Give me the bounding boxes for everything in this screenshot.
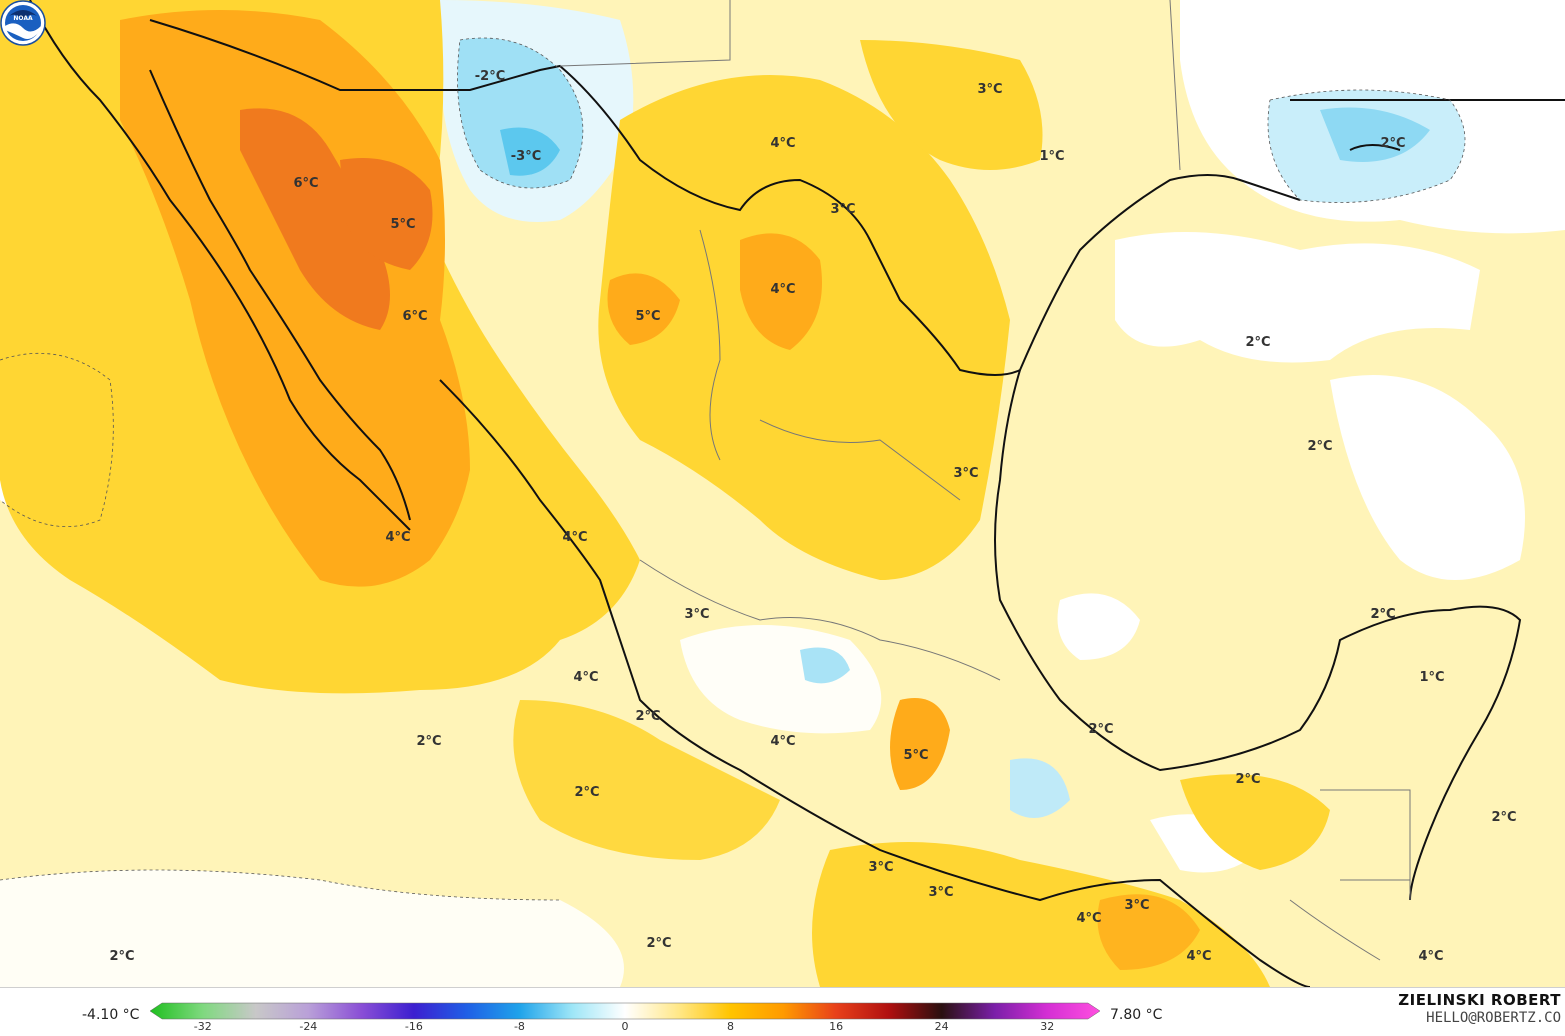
temperature-label: -3°C bbox=[511, 149, 541, 164]
colorbar-tick-label: 32 bbox=[1040, 1020, 1055, 1033]
colorbar-tick-label: 0 bbox=[621, 1020, 629, 1033]
colorbar bbox=[150, 1002, 1100, 1020]
temperature-label: 4°C bbox=[562, 530, 587, 545]
temperature-label: 2°C bbox=[109, 949, 134, 964]
temperature-label: 6°C bbox=[293, 176, 318, 191]
temperature-label: 3°C bbox=[1124, 898, 1149, 913]
temperature-label: 3°C bbox=[953, 466, 978, 481]
temperature-label: 2°C bbox=[1370, 607, 1395, 622]
temperature-anomaly-map: -2°C -3°C 6°C 5°C 6°C 5°C 4°C 4°C 4°C 3°C 3°C 1°C 2°… bbox=[0, 0, 1565, 987]
temperature-label: 2°C bbox=[1307, 439, 1332, 454]
colorbar-max-label: 7.80 °C bbox=[1110, 1007, 1163, 1023]
temperature-label: 4°C bbox=[1076, 911, 1101, 926]
temperature-label: 5°C bbox=[390, 217, 415, 232]
temperature-label: 4°C bbox=[770, 136, 795, 151]
colorbar-min-label: -4.10 °C bbox=[82, 1007, 140, 1023]
noaa-logo-text: NOAA bbox=[13, 15, 33, 22]
strong-positive-anomaly-areas bbox=[120, 10, 1200, 970]
temperature-label: 2°C bbox=[1370, 607, 1395, 622]
map-canvas: -2°C -3°C 6°C 5°C 6°C 5°C 4°C 4°C 4°C 3°C 3°C 1°C 2°… bbox=[0, 0, 1565, 987]
colorbar-footer: -4.10 °C -32 -24 -16 -8 0 8 16 24 32 7.80 °C ZIE… bbox=[0, 987, 1565, 1036]
temperature-label: 2°C bbox=[416, 734, 441, 749]
colorbar-tick-label: -32 bbox=[193, 1020, 212, 1033]
temperature-label: 1°C bbox=[1039, 149, 1064, 164]
contour-lines bbox=[0, 37, 1466, 901]
noaa-logo-icon: NOAA bbox=[0, 0, 46, 46]
temperature-label: 5°C bbox=[903, 748, 928, 763]
temperature-labels: -2°C -3°C 6°C 5°C 6°C 5°C 4°C 4°C 4°C 3°C 3°C 1°C 2°… bbox=[109, 69, 1516, 964]
colorbar-tick-label: 16 bbox=[829, 1020, 844, 1033]
colorbar-gradient bbox=[150, 1002, 1100, 1020]
colorbar-tick-label: -8 bbox=[513, 1020, 525, 1033]
temperature-label: 4°C bbox=[1186, 949, 1211, 964]
temperature-label: 3°C bbox=[928, 885, 953, 900]
temperature-label: 2°C bbox=[1088, 722, 1113, 737]
temperature-label: 4°C bbox=[573, 670, 598, 685]
temperature-label: 2°C bbox=[1380, 136, 1405, 151]
temperature-label: 3°C bbox=[868, 860, 893, 875]
temperature-label: 4°C bbox=[1418, 949, 1443, 964]
temperature-label: 2°C bbox=[574, 785, 599, 800]
state-borders bbox=[559, 0, 1411, 961]
colorbar-tick-label: 24 bbox=[934, 1020, 949, 1033]
coastlines-and-borders bbox=[29, 0, 1565, 987]
temperature-label: 1°C bbox=[1419, 670, 1444, 685]
author-name: ZIELINSKI ROBERT bbox=[1398, 991, 1561, 1009]
temperature-label: 2°C bbox=[646, 936, 671, 951]
temperature-label: -2°C bbox=[475, 69, 505, 84]
author-credit: ZIELINSKI ROBERT HELLO@ROBERTZ.CO bbox=[1398, 991, 1561, 1026]
temperature-label: 2°C bbox=[1235, 772, 1260, 787]
temperature-label: 4°C bbox=[770, 734, 795, 749]
temperature-label: 6°C bbox=[402, 309, 427, 324]
colorbar-tick-label: 8 bbox=[727, 1020, 735, 1033]
temperature-label: 5°C bbox=[635, 309, 660, 324]
temperature-label: 3°C bbox=[977, 82, 1002, 97]
temperature-label: 2°C bbox=[1245, 335, 1270, 350]
temperature-label: 2°C bbox=[635, 709, 660, 724]
temperature-label: 3°C bbox=[684, 607, 709, 622]
temperature-label: 4°C bbox=[770, 282, 795, 297]
peak-positive-anomaly-areas bbox=[240, 108, 433, 330]
temperature-label: 3°C bbox=[830, 202, 855, 217]
temperature-label: 2°C bbox=[1491, 810, 1516, 825]
colorbar-tick-label: -16 bbox=[404, 1020, 423, 1033]
temperature-label: 4°C bbox=[385, 530, 410, 545]
author-email: HELLO@ROBERTZ.CO bbox=[1426, 1010, 1561, 1026]
colorbar-tick-label: -24 bbox=[299, 1020, 318, 1033]
